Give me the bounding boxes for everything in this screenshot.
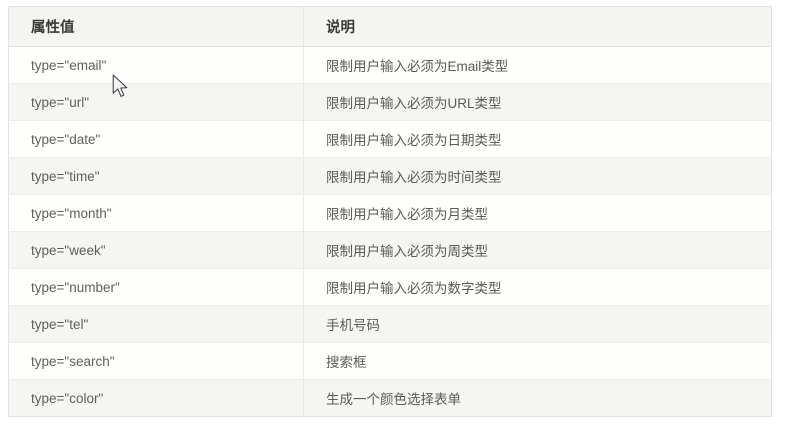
column-header-attribute-value: 属性值 <box>8 6 304 47</box>
cell-attribute-value: type="month" <box>8 194 304 232</box>
table-body: type="email" 限制用户输入必须为Email类型 type="url" 限制… <box>8 46 772 417</box>
cell-attribute-value: type="week" <box>8 231 304 269</box>
attribute-table-container: 属性值 说明 type="email" 限制用户输入必须为Email类型 type=… <box>8 6 772 417</box>
table-row: type="url" 限制用户输入必须为URL类型 <box>8 83 772 121</box>
cell-description: 限制用户输入必须为月类型 <box>303 194 772 232</box>
table-row: type="number" 限制用户输入必须为数字类型 <box>8 268 772 306</box>
cell-description: 限制用户输入必须为数字类型 <box>303 268 772 306</box>
table-row: type="color" 生成一个颜色选择表单 <box>8 379 772 417</box>
cell-attribute-value: type="email" <box>8 46 304 84</box>
cell-attribute-value: type="url" <box>8 83 304 121</box>
column-header-description: 说明 <box>303 6 772 47</box>
cell-attribute-value: type="search" <box>8 342 304 380</box>
cell-attribute-value: type="time" <box>8 157 304 195</box>
cell-attribute-value: type="tel" <box>8 305 304 343</box>
cell-description: 限制用户输入必须为日期类型 <box>303 120 772 158</box>
table-row: type="date" 限制用户输入必须为日期类型 <box>8 120 772 158</box>
cell-description: 手机号码 <box>303 305 772 343</box>
input-type-attribute-table: 属性值 说明 type="email" 限制用户输入必须为Email类型 type=… <box>8 6 772 417</box>
table-header: 属性值 说明 <box>8 6 772 47</box>
cell-description: 搜索框 <box>303 342 772 380</box>
cell-attribute-value: type="date" <box>8 120 304 158</box>
table-row: type="email" 限制用户输入必须为Email类型 <box>8 46 772 84</box>
cell-description: 限制用户输入必须为Email类型 <box>303 46 772 84</box>
cell-description: 限制用户输入必须为URL类型 <box>303 83 772 121</box>
table-row: type="search" 搜索框 <box>8 342 772 380</box>
cell-attribute-value: type="color" <box>8 379 304 417</box>
cell-attribute-value: type="number" <box>8 268 304 306</box>
table-header-row: 属性值 说明 <box>8 6 772 47</box>
cell-description: 限制用户输入必须为时间类型 <box>303 157 772 195</box>
table-row: type="tel" 手机号码 <box>8 305 772 343</box>
table-row: type="week" 限制用户输入必须为周类型 <box>8 231 772 269</box>
table-row: type="time" 限制用户输入必须为时间类型 <box>8 157 772 195</box>
cell-description: 生成一个颜色选择表单 <box>326 392 461 407</box>
table-row: type="month" 限制用户输入必须为月类型 <box>8 194 772 232</box>
cell-description: 限制用户输入必须为周类型 <box>303 231 772 269</box>
